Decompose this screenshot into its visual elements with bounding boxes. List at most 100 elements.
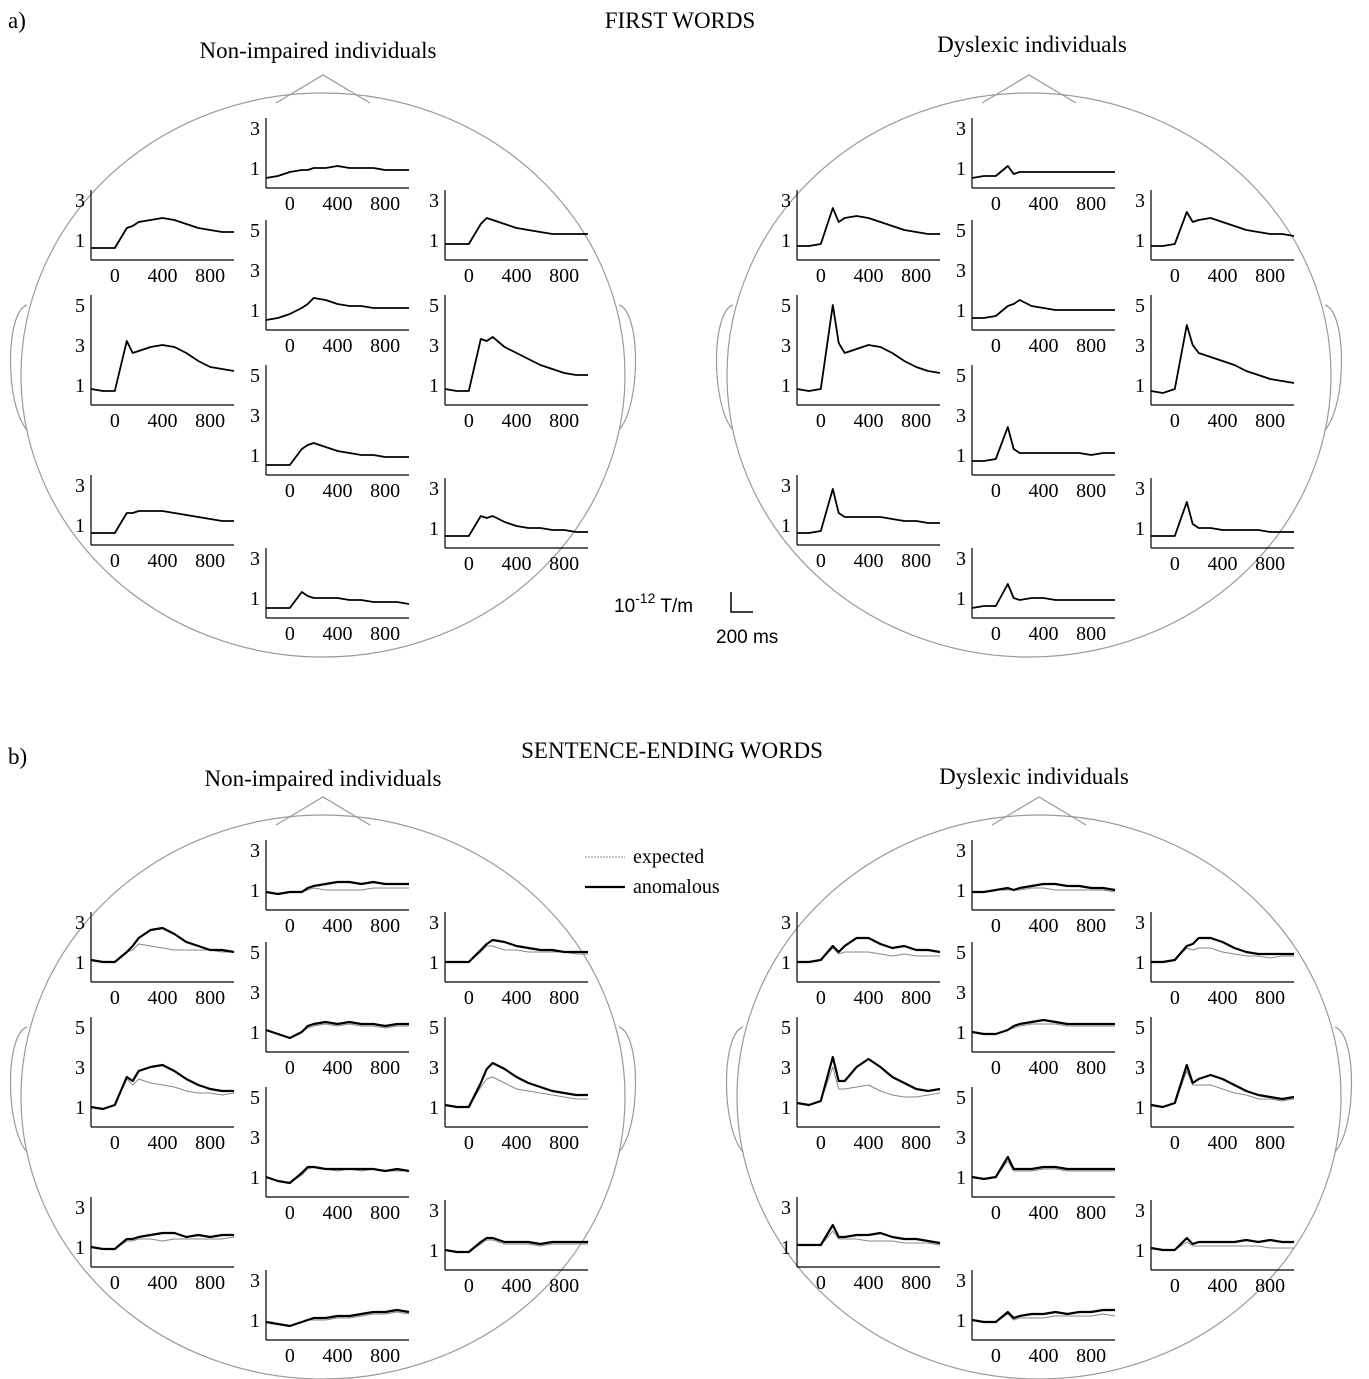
y-tick-label: 3 bbox=[429, 190, 439, 212]
y-tick-label: 1 bbox=[956, 445, 966, 467]
x-tick-label: 0 bbox=[1170, 1132, 1180, 1154]
waveform bbox=[971, 165, 1115, 179]
y-tick-label: 5 bbox=[1135, 1017, 1145, 1039]
waveform bbox=[91, 217, 234, 249]
y-tick-label: 3 bbox=[75, 1057, 85, 1079]
legend-label: expected bbox=[633, 846, 704, 868]
scale-base: 10 bbox=[614, 596, 635, 617]
scale-exponent: -12 bbox=[635, 590, 655, 606]
x-tick-label: 0 bbox=[816, 410, 826, 432]
y-tick-label: 3 bbox=[781, 1197, 791, 1219]
x-tick-label: 400 bbox=[323, 1345, 353, 1367]
x-tick-label: 0 bbox=[1170, 1275, 1180, 1297]
waveform bbox=[265, 297, 409, 321]
x-tick-label: 400 bbox=[323, 193, 353, 215]
x-tick-label: 400 bbox=[323, 480, 353, 502]
waveform bbox=[971, 1313, 1116, 1323]
waveform bbox=[444, 1236, 588, 1254]
waveform bbox=[266, 591, 410, 609]
y-tick-label: 1 bbox=[75, 1097, 85, 1119]
y-tick-label: 3 bbox=[429, 912, 439, 934]
y-tick-label: 3 bbox=[1135, 478, 1145, 500]
x-tick-label: 0 bbox=[110, 1132, 120, 1154]
y-tick-label: 1 bbox=[781, 952, 791, 974]
y-tick-label: 3 bbox=[429, 335, 439, 357]
y-tick-label: 3 bbox=[250, 405, 260, 427]
x-tick-label: 0 bbox=[991, 1202, 1001, 1224]
waveform bbox=[90, 926, 235, 964]
scale-bar-time: 200 ms bbox=[716, 627, 778, 648]
y-tick-label: 3 bbox=[250, 982, 260, 1004]
waveform bbox=[1150, 324, 1295, 394]
x-tick-label: 0 bbox=[285, 1057, 295, 1079]
x-tick-label: 0 bbox=[464, 1132, 474, 1154]
y-tick-label: 1 bbox=[956, 880, 966, 902]
y-tick-label: 1 bbox=[429, 1097, 439, 1119]
waveform bbox=[265, 880, 409, 896]
waveform bbox=[445, 217, 588, 245]
y-tick-label: 5 bbox=[956, 365, 966, 387]
y-tick-label: 5 bbox=[429, 295, 439, 317]
y-tick-label: 3 bbox=[75, 190, 85, 212]
x-tick-label: 800 bbox=[370, 1345, 400, 1367]
x-tick-label: 0 bbox=[1170, 987, 1180, 1009]
y-tick-label: 5 bbox=[250, 365, 260, 387]
x-tick-label: 400 bbox=[502, 410, 532, 432]
x-tick-label: 0 bbox=[110, 987, 120, 1009]
y-tick-label: 1 bbox=[429, 518, 439, 540]
x-tick-label: 400 bbox=[502, 987, 532, 1009]
waveform bbox=[1150, 1063, 1295, 1109]
waveform bbox=[90, 1063, 234, 1111]
x-tick-label: 400 bbox=[1029, 480, 1059, 502]
y-tick-label: 1 bbox=[1135, 1097, 1145, 1119]
waveform bbox=[444, 336, 588, 392]
group-title: Non-impaired individuals bbox=[205, 766, 442, 791]
y-tick-label: 1 bbox=[1135, 952, 1145, 974]
x-tick-label: 0 bbox=[816, 1272, 826, 1294]
y-tick-label: 3 bbox=[250, 1270, 260, 1292]
y-tick-label: 1 bbox=[1135, 375, 1145, 397]
y-tick-label: 5 bbox=[956, 1087, 966, 1109]
y-tick-label: 3 bbox=[956, 1127, 966, 1149]
waveform bbox=[445, 938, 588, 964]
x-tick-label: 400 bbox=[323, 335, 353, 357]
x-tick-label: 0 bbox=[285, 480, 295, 502]
x-tick-label: 800 bbox=[1076, 1057, 1106, 1079]
y-tick-label: 3 bbox=[956, 1270, 966, 1292]
x-tick-label: 0 bbox=[285, 1345, 295, 1367]
y-tick-label: 5 bbox=[1135, 295, 1145, 317]
y-tick-label: 1 bbox=[429, 230, 439, 252]
panel-title: FIRST WORDS bbox=[605, 8, 756, 33]
y-tick-label: 1 bbox=[781, 515, 791, 537]
x-tick-label: 800 bbox=[901, 987, 931, 1009]
x-tick-label: 800 bbox=[901, 410, 931, 432]
x-tick-label: 0 bbox=[991, 193, 1001, 215]
x-tick-label: 800 bbox=[1076, 1202, 1106, 1224]
y-tick-label: 1 bbox=[1135, 518, 1145, 540]
y-tick-label: 3 bbox=[250, 1127, 260, 1149]
y-tick-label: 1 bbox=[1135, 230, 1145, 252]
y-tick-label: 1 bbox=[781, 1237, 791, 1259]
y-tick-label: 1 bbox=[956, 1167, 966, 1189]
x-tick-label: 400 bbox=[1208, 1132, 1238, 1154]
x-tick-label: 400 bbox=[854, 1272, 884, 1294]
x-tick-label: 800 bbox=[1255, 410, 1285, 432]
x-tick-label: 0 bbox=[464, 1275, 474, 1297]
waveform bbox=[972, 882, 1116, 894]
x-tick-label: 400 bbox=[502, 1132, 532, 1154]
x-tick-label: 800 bbox=[1255, 1275, 1285, 1297]
y-tick-label: 1 bbox=[429, 952, 439, 974]
x-tick-label: 0 bbox=[991, 915, 1001, 937]
y-tick-label: 5 bbox=[429, 1017, 439, 1039]
waveform bbox=[444, 1076, 588, 1108]
scale-bar bbox=[730, 592, 753, 613]
x-tick-label: 800 bbox=[1076, 335, 1106, 357]
y-tick-label: 1 bbox=[1135, 1240, 1145, 1262]
x-tick-label: 800 bbox=[1255, 265, 1285, 287]
x-tick-label: 400 bbox=[323, 623, 353, 645]
y-tick-label: 1 bbox=[250, 300, 260, 322]
group-title: Non-impaired individuals bbox=[200, 38, 437, 63]
panel-title: SENTENCE-ENDING WORDS bbox=[521, 738, 823, 763]
x-tick-label: 0 bbox=[991, 335, 1001, 357]
x-tick-label: 0 bbox=[285, 915, 295, 937]
